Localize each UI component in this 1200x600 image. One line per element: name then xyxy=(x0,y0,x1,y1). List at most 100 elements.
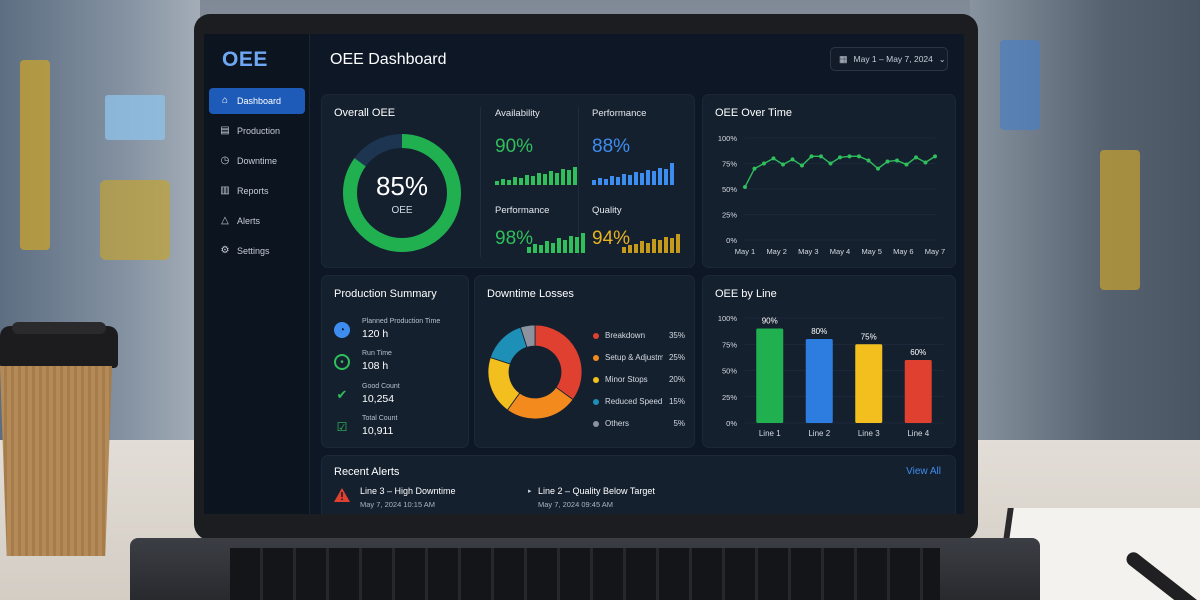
oee-by-line-chart: 100% 75% 50% 25% 0% 90% Line 1 80% Line 2 75% Line… xyxy=(718,314,943,438)
x-tick-label: Line 4 xyxy=(907,429,929,438)
legend-swatch xyxy=(593,332,599,339)
spark-bar xyxy=(531,176,535,185)
spark-bar xyxy=(646,243,650,253)
production-summary-title: Production Summary xyxy=(334,288,437,300)
sidebar-item-alerts[interactable]: △ Alerts xyxy=(209,208,305,234)
spark-bar xyxy=(519,178,523,185)
spark-bar xyxy=(495,181,499,185)
report-icon: ▥ xyxy=(220,185,230,196)
bar-value-label: 90% xyxy=(762,317,778,326)
donut-slice xyxy=(489,326,528,365)
date-range-label: May 1 – May 7, 2024 xyxy=(853,54,933,64)
overall-oee-title: Overall OEE xyxy=(334,107,396,119)
overall-oee-caption: OEE xyxy=(391,205,413,216)
y-tick-label: 0% xyxy=(726,236,737,245)
data-point xyxy=(857,154,861,159)
spark-bar xyxy=(610,176,614,185)
timer-icon: • xyxy=(334,354,350,370)
legend-value: 25% xyxy=(668,353,685,362)
spark-bar xyxy=(513,177,517,185)
header: OEE Dashboard ▦ May 1 – May 7, 2024 ⌄ xyxy=(310,34,964,86)
availability-sparkbars xyxy=(495,161,577,185)
data-point xyxy=(885,159,890,164)
gauge-fill xyxy=(343,134,461,252)
legend-label: Reduced Speed xyxy=(605,397,663,406)
date-range-picker[interactable]: ▦ May 1 – May 7, 2024 ⌄ xyxy=(830,47,948,71)
summary-item-planned: ◔ Planned Production Time 120 h xyxy=(334,318,440,340)
legend-item: Reduced Speed 15% xyxy=(593,397,685,406)
view-all-link[interactable]: View All xyxy=(906,466,941,477)
spark-bar xyxy=(575,237,579,253)
background-machine xyxy=(100,180,170,260)
summary-item-total-count: ☑ Total Count 10,911 xyxy=(334,415,398,437)
legend-value: 20% xyxy=(668,375,685,384)
sidebar-item-label: Downtime xyxy=(237,156,278,166)
calendar-icon: ▦ xyxy=(839,53,848,64)
sidebar-item-production[interactable]: ▤ Production xyxy=(209,118,305,144)
data-point xyxy=(847,154,852,159)
y-tick-label: 50% xyxy=(722,185,737,194)
legend-swatch xyxy=(593,354,599,361)
gear-icon: ⚙ xyxy=(220,245,230,256)
alert-item[interactable]: ▸ Line 2 – Quality Below Target May 7, 2… xyxy=(528,486,748,514)
y-tick-label: 75% xyxy=(722,160,737,169)
sidebar-item-label: Alerts xyxy=(237,216,261,226)
downtime-losses-card: Downtime Losses Breakdown 35% Setup & Ad… xyxy=(474,275,695,448)
summary-value: 10,911 xyxy=(362,425,394,437)
summary-label: Total Count xyxy=(362,415,398,422)
y-tick-label: 75% xyxy=(722,340,737,349)
data-point xyxy=(790,157,795,162)
y-tick-label: 100% xyxy=(718,314,738,323)
overall-oee-value: 85% xyxy=(375,171,429,201)
sidebar-item-dashboard[interactable]: ⌂ Dashboard xyxy=(209,88,305,114)
coffee-cup xyxy=(0,366,112,556)
sidebar-item-reports[interactable]: ▥ Reports xyxy=(209,178,305,204)
quality-sparkbars xyxy=(622,229,680,253)
spark-bar xyxy=(573,167,577,185)
oee-by-line-card: OEE by Line 100% 75% 50% 25% 0% 90% Line 1 80% L… xyxy=(702,275,956,448)
spark-bar xyxy=(549,171,553,185)
data-point xyxy=(828,161,833,166)
oee-over-time-chart: 100% 75% 50% 25% 0% May 1 May 2 May 3 May 4 May 5… xyxy=(718,134,945,256)
sidebar-item-downtime[interactable]: ◷ Downtime xyxy=(209,148,305,174)
spark-bar xyxy=(525,175,529,185)
spark-bar xyxy=(537,173,541,185)
legend-item: Setup & Adjustment 25% xyxy=(593,353,685,362)
alert-item[interactable]: Line 3 – High Downtime May 7, 2024 10:15… xyxy=(334,486,524,514)
home-icon: ⌂ xyxy=(221,95,229,106)
x-tick-label: May 4 xyxy=(830,247,850,256)
spark-bar xyxy=(592,180,596,185)
x-tick-label: May 7 xyxy=(925,247,945,256)
clock-icon: ◔ xyxy=(334,322,350,338)
spark-bar xyxy=(567,170,571,185)
data-point xyxy=(819,154,823,159)
page-title: OEE Dashboard xyxy=(330,51,447,68)
spark-bar xyxy=(527,247,531,253)
spark-bar xyxy=(622,247,626,253)
x-tick-label: Line 1 xyxy=(759,429,781,438)
summary-label: Run Time xyxy=(362,350,392,357)
sidebar-nav: ⌂ Dashboard ▤ Production ◷ Downtime ▥ Re… xyxy=(209,88,305,268)
spark-bar xyxy=(569,236,573,253)
legend-swatch xyxy=(593,376,599,383)
shield-check-icon: ☑ xyxy=(336,420,348,434)
y-tick-label: 100% xyxy=(718,134,738,143)
background-machine xyxy=(1100,150,1140,290)
spark-bar xyxy=(557,238,561,253)
data-point xyxy=(838,155,842,160)
summary-value: 10,254 xyxy=(362,393,395,405)
document-icon: ▤ xyxy=(220,125,230,136)
alert-title: Line 3 – High Downtime xyxy=(360,486,456,496)
performance-sparkbars-2 xyxy=(527,229,585,253)
bar xyxy=(855,344,883,423)
availability-value: 90% xyxy=(495,136,534,157)
spark-bar xyxy=(658,240,662,253)
summary-item-good-count: ✔ Good Count 10,254 xyxy=(334,383,400,405)
performance-label: Performance xyxy=(592,108,647,119)
y-tick-label: 25% xyxy=(722,211,737,220)
bar-value-label: 75% xyxy=(861,332,877,341)
overall-oee-card: Overall OEE 85% OEE Availability 90% Per… xyxy=(321,94,695,268)
background-monitor xyxy=(105,95,165,140)
sidebar-item-settings[interactable]: ⚙ Settings xyxy=(209,238,305,264)
divider xyxy=(480,107,481,257)
